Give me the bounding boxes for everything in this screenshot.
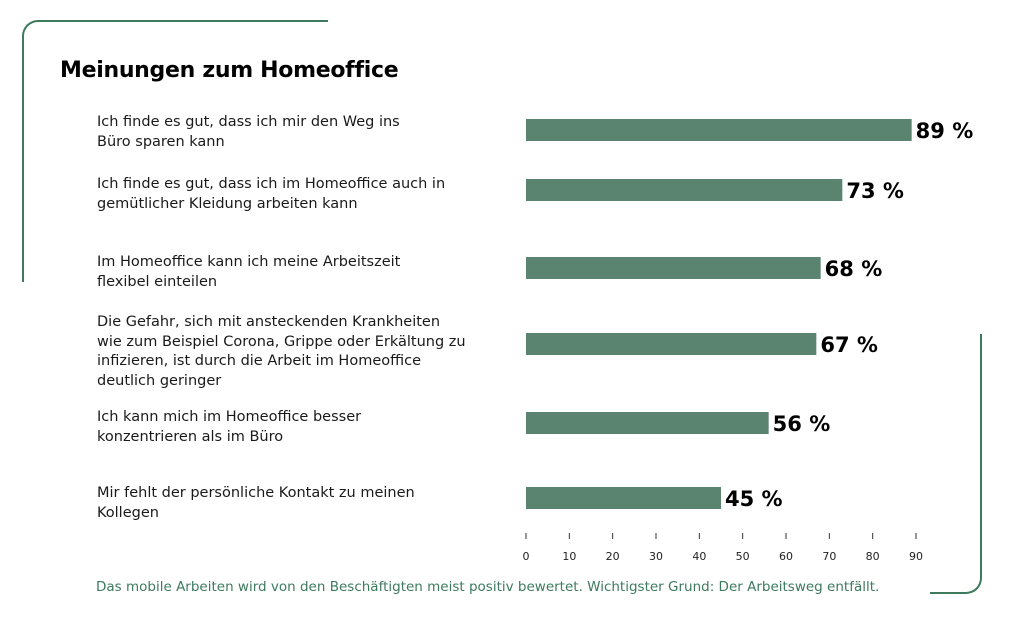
category-label: Ich finde es gut, dass ich mir den Weg i…: [97, 114, 400, 150]
bar-value-label: 68 %: [825, 257, 883, 281]
category-label: Im Homeoffice kann ich meine Arbeitszeit…: [97, 254, 401, 290]
category-label: Ich kann mich im Homeoffice besser konze…: [97, 409, 362, 445]
bar: [526, 257, 821, 279]
x-tick-label: 70: [822, 550, 836, 563]
bar: [526, 412, 769, 434]
decorative-frame-bottom: [930, 334, 982, 594]
x-tick-label: 50: [736, 550, 750, 563]
x-tick-label: 10: [562, 550, 576, 563]
bar-value-label: 67 %: [820, 333, 878, 357]
x-tick-label: 40: [692, 550, 706, 563]
bar-value-label: 73 %: [846, 179, 904, 203]
x-tick-label: 0: [523, 550, 530, 563]
bar: [526, 179, 843, 201]
bar-value-label: 56 %: [773, 412, 831, 436]
footnote: Das mobile Arbeiten wird von den Beschäf…: [96, 579, 880, 595]
category-label: Die Gefahr, sich mit ansteckenden Krankh…: [97, 314, 466, 389]
x-tick-label: 60: [779, 550, 793, 563]
x-tick-label: 20: [606, 550, 620, 563]
category-label: Ich finde es gut, dass ich im Homeoffice…: [97, 176, 446, 212]
bar: [526, 333, 817, 355]
bar-value-label: 45 %: [725, 487, 783, 511]
x-tick-label: 90: [909, 550, 923, 563]
x-tick-label: 80: [866, 550, 880, 563]
x-tick-label: 30: [649, 550, 663, 563]
bar: [526, 119, 912, 141]
bar: [526, 487, 721, 509]
bar-value-label: 89 %: [916, 119, 974, 143]
decorative-frame-top: [22, 20, 328, 282]
chart-title: Meinungen zum Homeoffice: [60, 58, 399, 83]
category-label: Mir fehlt der persönliche Kontakt zu mei…: [97, 485, 415, 521]
